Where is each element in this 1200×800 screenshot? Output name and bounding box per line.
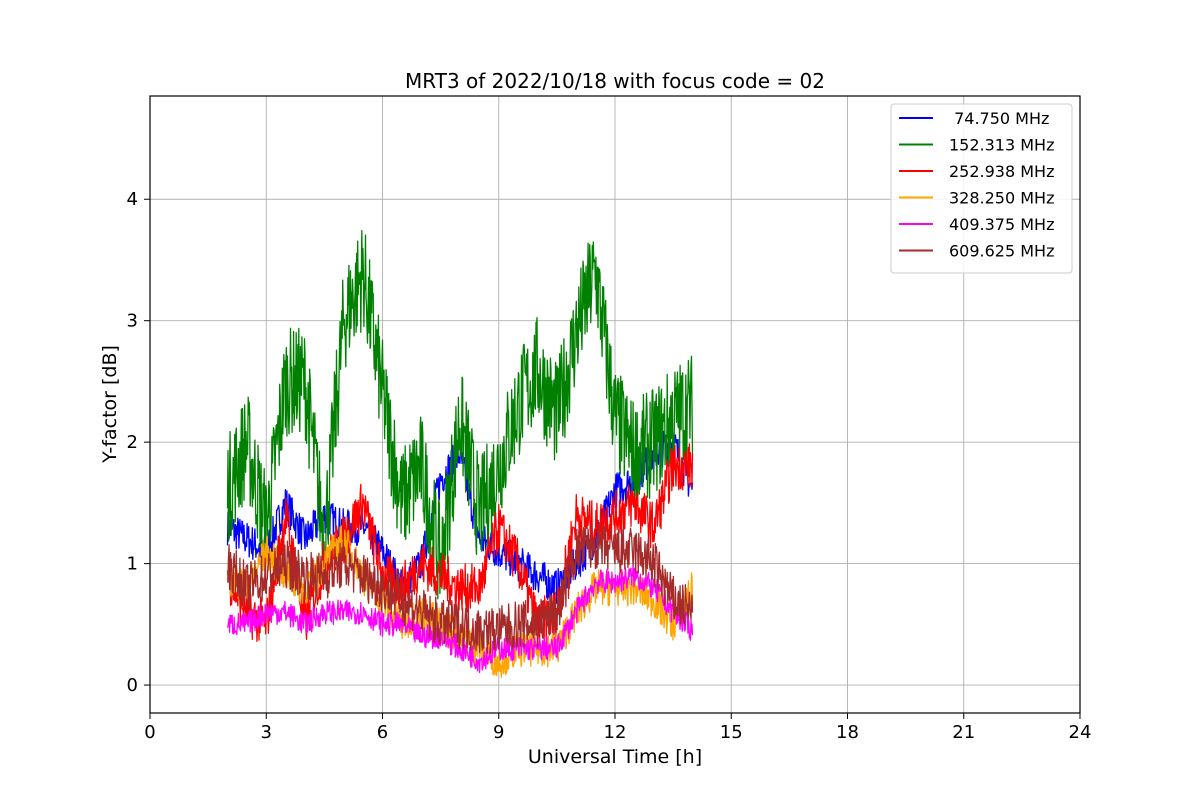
y-tick-label: 1 xyxy=(127,554,138,575)
y-axis-label: Y-factor [dB] xyxy=(99,345,121,464)
legend-label: 609.625 MHz xyxy=(949,242,1054,261)
series-line-5 xyxy=(226,521,694,654)
y-tick-label: 4 xyxy=(127,189,138,210)
x-axis-label: Universal Time [h] xyxy=(528,746,702,768)
series-line-4 xyxy=(226,563,694,674)
legend-label: 74.750 MHz xyxy=(949,109,1049,128)
legend-label: 328.250 MHz xyxy=(949,189,1054,208)
x-tick-label: 0 xyxy=(144,722,155,743)
x-tick-label: 24 xyxy=(1069,722,1092,743)
y-tick-label: 3 xyxy=(127,311,138,332)
x-tick-label: 6 xyxy=(377,722,388,743)
legend-label: 409.375 MHz xyxy=(949,215,1054,234)
x-tick-label: 9 xyxy=(493,722,504,743)
chart-title: MRT3 of 2022/10/18 with focus code = 02 xyxy=(405,69,825,93)
y-tick-label: 0 xyxy=(127,675,138,696)
x-tick-label: 15 xyxy=(720,722,743,743)
series-layer xyxy=(226,229,694,679)
x-tick-label: 21 xyxy=(952,722,975,743)
series-line-1 xyxy=(226,229,694,600)
legend-box xyxy=(890,103,1073,274)
legend-label: 152.313 MHz xyxy=(949,136,1054,155)
x-tick-label: 12 xyxy=(604,722,627,743)
y-tick-label: 2 xyxy=(127,432,138,453)
legend: 74.750 MHz 152.313 MHz 252.938 MHz 328.250 … xyxy=(890,103,1073,274)
legend-label: 252.938 MHz xyxy=(949,162,1054,181)
x-tick-label: 3 xyxy=(261,722,272,743)
x-tick-label: 18 xyxy=(836,722,859,743)
